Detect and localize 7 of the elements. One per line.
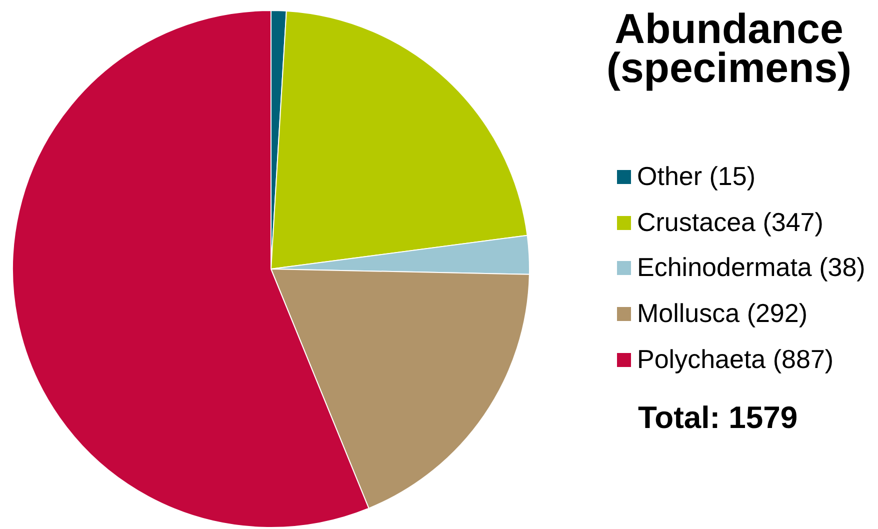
legend-label: Other (15)	[637, 160, 756, 193]
legend-label: Crustacea (347)	[637, 206, 824, 239]
chart-title: Abundance (specimens)	[605, 5, 853, 91]
legend-label: Mollusca (292)	[637, 297, 808, 330]
text: Total: 1579	[638, 400, 798, 436]
legend-label: Echinodermata (38)	[637, 251, 866, 284]
legend-label: Polychaeta (887)	[637, 342, 834, 376]
